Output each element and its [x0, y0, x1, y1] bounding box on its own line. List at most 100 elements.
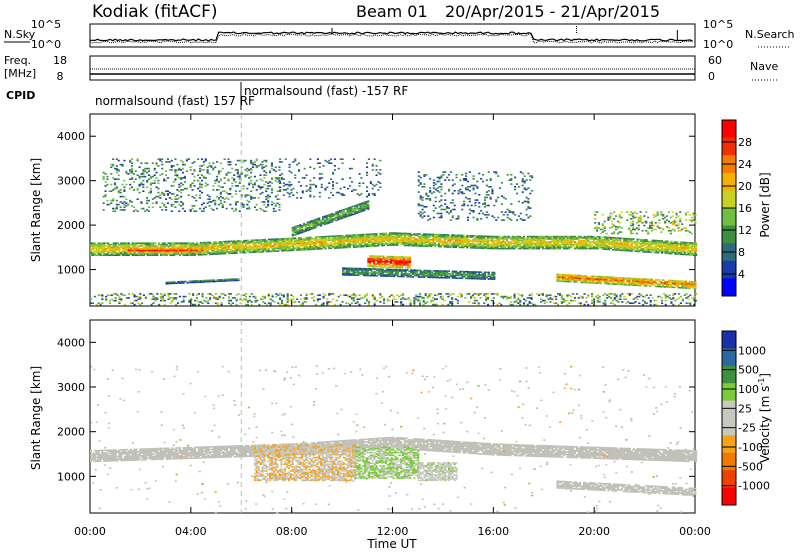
power-cell: [626, 245, 629, 248]
power-cell: [408, 273, 411, 275]
power-cell: [311, 247, 314, 249]
power-cell: [413, 245, 416, 247]
power-cell: [256, 251, 259, 253]
power-cell: [195, 194, 198, 196]
power-cell: [110, 199, 113, 202]
power-cell: [600, 245, 603, 248]
power-cell: [362, 240, 365, 243]
power-cell: [662, 282, 665, 284]
power-cell: [630, 244, 633, 247]
power-cell: [513, 243, 516, 246]
power-cell: [358, 234, 361, 236]
power-cell: [355, 205, 358, 208]
power-cell: [617, 237, 620, 239]
power-cell: [369, 261, 372, 264]
power-cell: [125, 242, 128, 244]
power-cell: [343, 246, 346, 249]
power-cell: [231, 244, 234, 247]
power-cell: [315, 248, 318, 250]
power-cell: [645, 247, 648, 249]
power-cell: [149, 175, 152, 178]
nsky-tick-top: 10^5: [31, 18, 61, 31]
power-cell: [623, 243, 626, 245]
power-cell: [419, 245, 422, 247]
power-cell: [261, 161, 264, 163]
power-cell: [137, 245, 140, 247]
power-cell: [212, 245, 215, 247]
power-cell: [583, 242, 586, 244]
power-cell: [315, 241, 318, 244]
power-cell: [551, 239, 554, 242]
power-cell: [142, 183, 145, 186]
power-cell: [620, 278, 623, 280]
power-cell: [381, 269, 384, 272]
power-cell: [488, 235, 491, 238]
power-cell: [242, 185, 245, 187]
power-cell: [562, 242, 565, 244]
power-cell: [692, 287, 695, 290]
power-cell: [430, 234, 433, 237]
power-cell: [676, 245, 679, 247]
power-cell: [165, 209, 168, 211]
power-cell: [339, 245, 342, 248]
power-cell: [656, 279, 659, 281]
power-cell: [490, 243, 493, 246]
power-cell: [326, 235, 329, 238]
power-cell: [458, 242, 461, 245]
power-cell: [195, 210, 198, 212]
power-cell: [616, 278, 619, 280]
power-cell: [318, 245, 321, 248]
power-cell: [534, 247, 537, 250]
power-cell: [500, 246, 503, 248]
power-cell: [224, 251, 227, 254]
power-cell: [239, 245, 242, 247]
power-cell: [596, 241, 599, 243]
power-cell: [601, 276, 604, 278]
power-cell: [163, 246, 166, 248]
power-cell: [284, 245, 287, 248]
power-cell: [651, 239, 654, 242]
power-cell: [116, 253, 119, 255]
power-cell: [553, 245, 556, 247]
power-cell: [107, 253, 110, 255]
power-cell: [185, 158, 188, 160]
power-cell: [434, 233, 437, 236]
power-cell: [413, 233, 416, 235]
power-cell: [150, 248, 153, 250]
power-cell: [113, 178, 116, 180]
power-cell: [625, 237, 628, 240]
power-cell: [569, 276, 572, 279]
power-cell: [618, 278, 621, 280]
power-cell: [400, 269, 403, 271]
power-cell: [149, 177, 152, 179]
power-cell: [174, 206, 177, 208]
power-cell: [265, 242, 268, 245]
power-cell: [475, 245, 478, 248]
power-cell: [664, 247, 667, 249]
power-cell: [341, 245, 344, 248]
power-cell: [485, 276, 488, 279]
power-cell: [257, 185, 260, 187]
power-cell: [261, 186, 264, 188]
power-cell: [221, 186, 224, 188]
power-cell: [286, 239, 289, 241]
power-cell: [596, 279, 599, 282]
power-cell: [375, 242, 378, 245]
power-cell: [239, 241, 242, 243]
power-cell: [347, 237, 350, 239]
power-cell: [403, 262, 406, 265]
power-cell: [223, 182, 226, 184]
power-cell: [589, 238, 592, 240]
power-cell: [590, 278, 593, 280]
power-cell: [472, 276, 475, 279]
power-cell: [422, 241, 425, 243]
power-cell: [602, 240, 605, 242]
power-cell: [487, 275, 490, 278]
power-cell: [608, 243, 611, 245]
power-cell: [158, 250, 161, 253]
power-cell: [185, 159, 188, 162]
power-cell: [369, 260, 372, 263]
power-cell: [116, 242, 119, 244]
power-cell: [517, 239, 520, 242]
power-cell: [224, 250, 227, 252]
